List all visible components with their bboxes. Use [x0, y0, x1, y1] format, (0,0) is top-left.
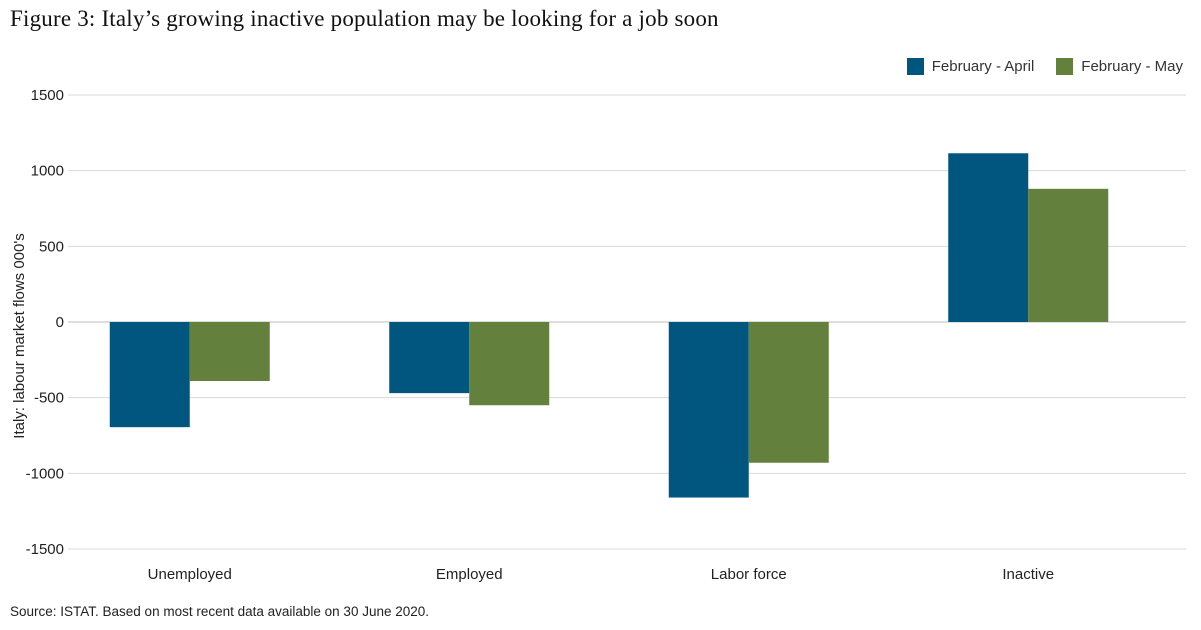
legend-item-series-2: February - May [1056, 58, 1183, 75]
y-tick-label: -1500 [26, 541, 64, 558]
x-category-label: Inactive [1002, 566, 1054, 583]
legend-label-series-1: February - April [931, 58, 1035, 75]
y-tick-label: 1500 [31, 87, 64, 104]
bar-1-employed [389, 322, 470, 394]
y-tick-label: -1000 [26, 465, 64, 482]
bar-2-inactive [1028, 188, 1109, 322]
bar-2-labor-force [748, 322, 829, 463]
bar-1-labor-force [668, 322, 749, 498]
chart-title: Figure 3: Italy’s growing inactive popul… [10, 6, 719, 31]
legend-item-series-1: February - April [906, 58, 1035, 75]
x-category-label: Employed [436, 566, 503, 583]
bar-2-unemployed [189, 322, 270, 382]
y-tick-label: 500 [39, 238, 64, 255]
legend-swatch-series-1 [906, 58, 924, 75]
y-axis-title: Italy: labour market flows 000's [11, 233, 28, 438]
legend-swatch-series-2 [1056, 58, 1074, 75]
bar-1-inactive [948, 153, 1029, 322]
y-tick-label: 0 [56, 314, 64, 331]
y-tick-label: 1000 [31, 163, 64, 180]
bar-2-employed [469, 322, 550, 406]
x-category-label: Labor force [711, 566, 787, 583]
legend-label-series-2: February - May [1081, 58, 1183, 75]
x-category-label: Unemployed [148, 566, 232, 583]
source-note: Source: ISTAT. Based on most recent data… [10, 604, 430, 619]
y-tick-label: -500 [34, 390, 64, 407]
bar-1-unemployed [109, 322, 190, 428]
chart-legend: February - April February - May [906, 58, 1183, 75]
